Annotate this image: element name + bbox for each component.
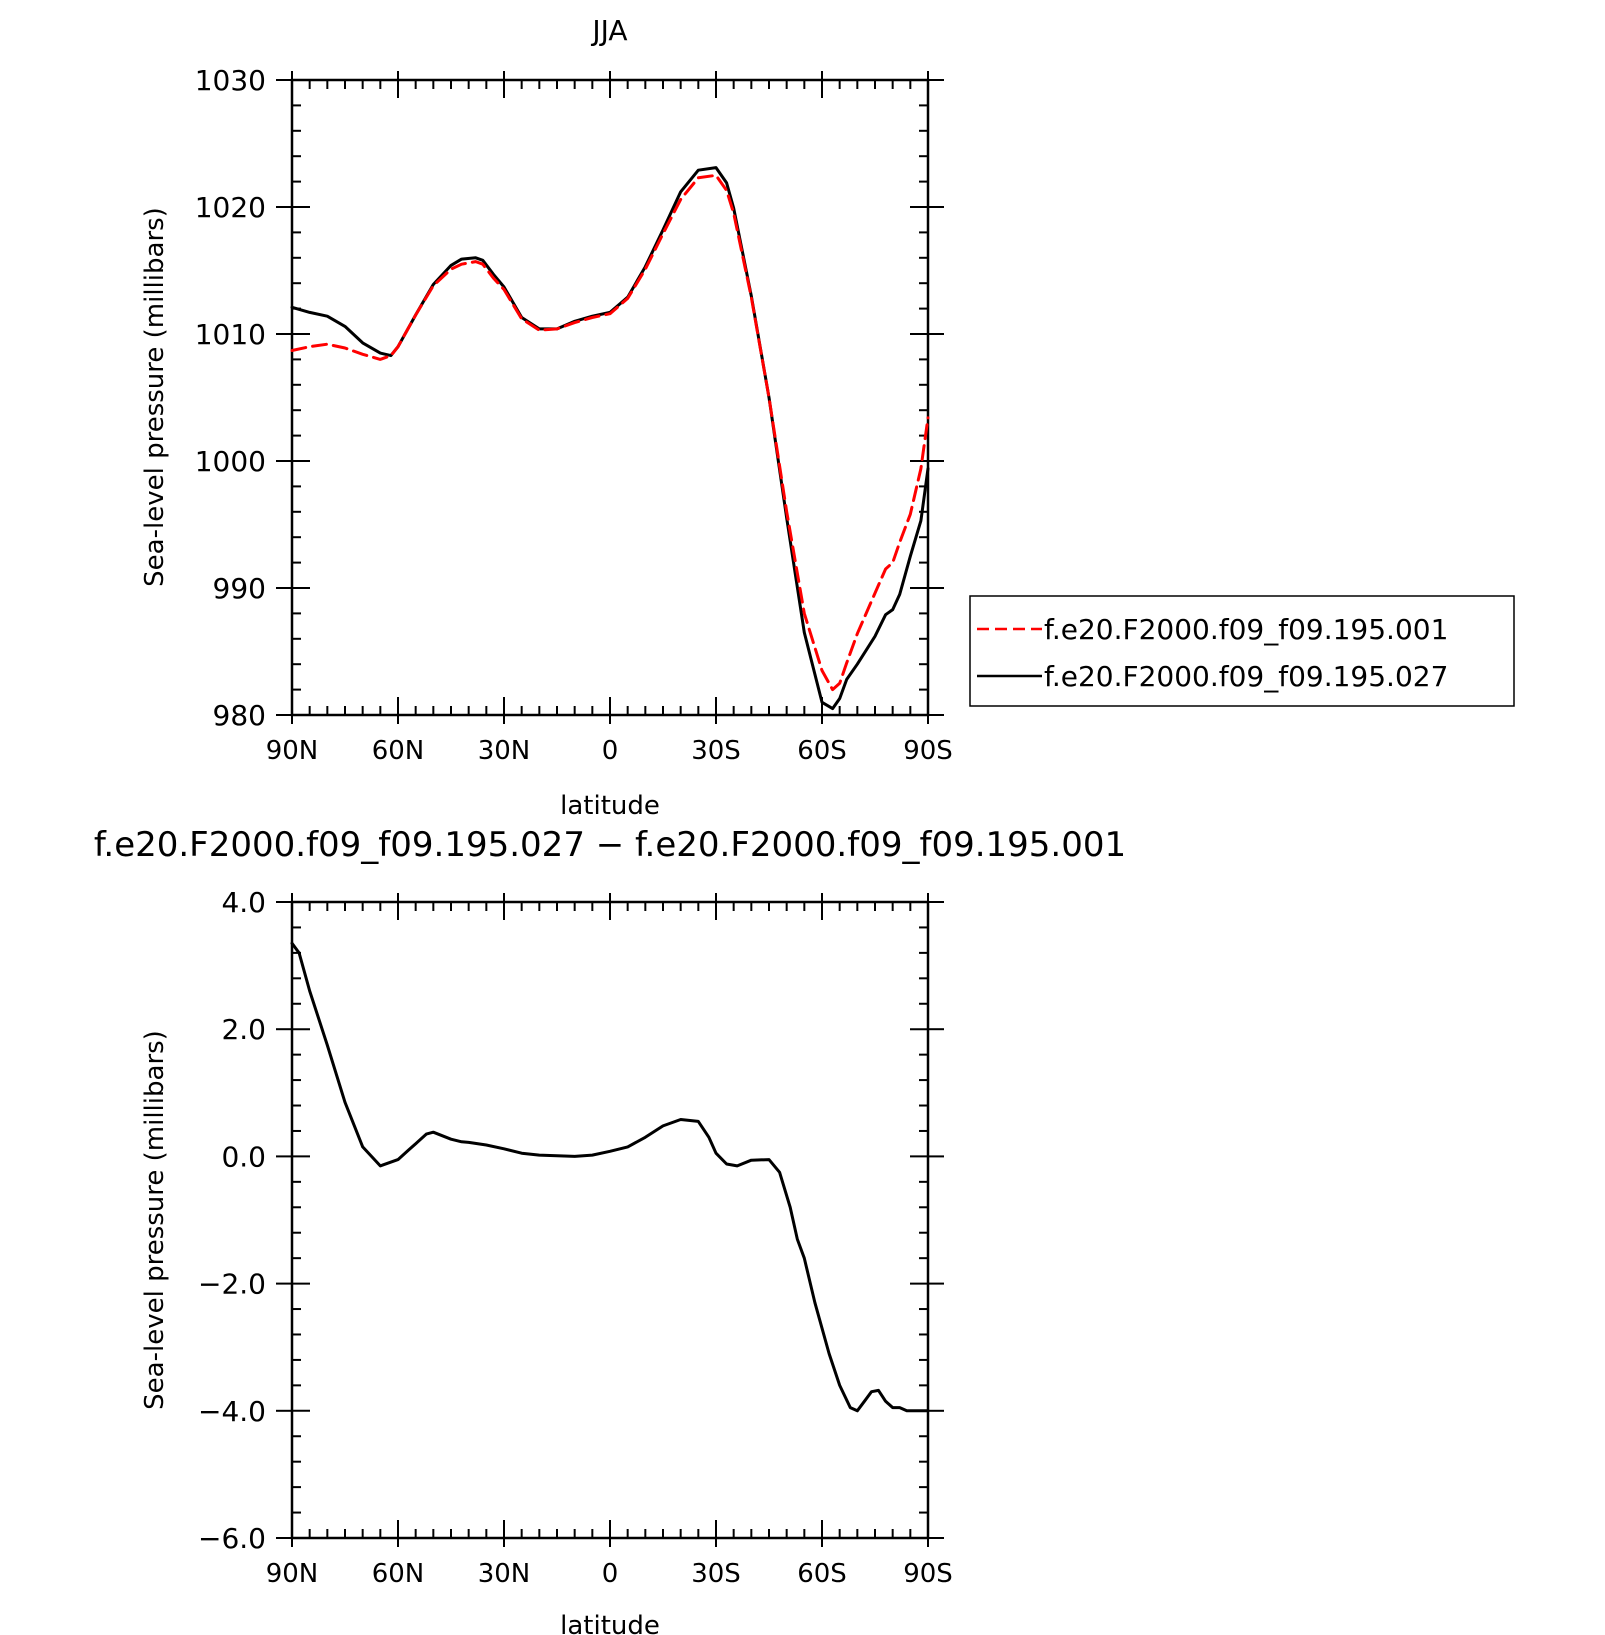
bottom-chart: f.e20.F2000.f09_f09.195.027 − f.e20.F200… <box>94 825 1126 1635</box>
top-ticks <box>276 71 944 724</box>
series-line-1 <box>290 941 930 1413</box>
x-tick-label: 60N <box>372 1559 425 1589</box>
top-chart: JJA 90N 60N 30N 0 30S 60S 90S 980 990 1000 1010 10… <box>140 14 1515 821</box>
legend-label-series-2: f.e20.F2000.f09_f09.195.027 <box>1044 660 1448 693</box>
bottom-ticks <box>276 893 944 1547</box>
series-line-1 <box>290 173 930 692</box>
legend-box <box>969 595 1515 707</box>
bottom-y-axis-label: Sea-level pressure (millibars) <box>140 1030 170 1410</box>
x-tick-label: 0 <box>602 736 619 766</box>
y-tick-label: 1000 <box>195 445 266 478</box>
y-tick-label: 980 <box>213 699 266 732</box>
x-tick-label: 60N <box>372 736 425 766</box>
top-plot-frame <box>290 78 930 717</box>
y-tick-label: 0.0 <box>221 1140 266 1173</box>
x-tick-label: 90N <box>266 736 319 766</box>
bottom-x-tick-labels: 90N 60N 30N 0 30S 60S 90S <box>266 1559 953 1589</box>
legend-label-series-1: f.e20.F2000.f09_f09.195.001 <box>1044 613 1448 646</box>
y-tick-label: −6.0 <box>198 1522 266 1555</box>
bottom-x-axis-label: latitude <box>560 1611 660 1635</box>
top-y-axis-label: Sea-level pressure (millibars) <box>140 207 170 587</box>
bottom-plot-frame <box>290 900 930 1540</box>
x-tick-label: 90N <box>266 1559 319 1589</box>
y-tick-label: 1030 <box>195 64 266 97</box>
series-line-2 <box>290 166 930 711</box>
x-tick-label: 30S <box>691 736 741 766</box>
top-chart-title: JJA <box>590 14 627 47</box>
y-tick-label: −4.0 <box>198 1395 266 1428</box>
bottom-series-lines <box>290 941 930 1413</box>
x-tick-label: 90S <box>903 1559 953 1589</box>
y-tick-label: −2.0 <box>198 1268 266 1301</box>
x-tick-label: 30S <box>691 1559 741 1589</box>
y-tick-label: 1010 <box>195 318 266 351</box>
y-tick-label: 990 <box>213 572 266 605</box>
legend: f.e20.F2000.f09_f09.195.001 f.e20.F2000.… <box>969 595 1515 707</box>
bottom-y-tick-labels: −6.0 −4.0 −2.0 0.0 2.0 4.0 <box>198 886 266 1555</box>
top-series-lines <box>290 166 930 711</box>
top-y-tick-labels: 980 990 1000 1010 1020 1030 <box>195 64 266 732</box>
x-tick-label: 0 <box>602 1559 619 1589</box>
top-x-tick-labels: 90N 60N 30N 0 30S 60S 90S <box>266 736 953 766</box>
x-tick-label: 60S <box>797 736 847 766</box>
bottom-chart-title: f.e20.F2000.f09_f09.195.027 − f.e20.F200… <box>94 825 1126 865</box>
y-tick-label: 1020 <box>195 191 266 224</box>
x-tick-label: 60S <box>797 1559 847 1589</box>
y-tick-label: 4.0 <box>221 886 266 919</box>
y-tick-label: 2.0 <box>221 1013 266 1046</box>
top-x-axis-label: latitude <box>560 791 660 821</box>
x-tick-label: 30N <box>478 1559 531 1589</box>
x-tick-label: 90S <box>903 736 953 766</box>
x-tick-label: 30N <box>478 736 531 766</box>
